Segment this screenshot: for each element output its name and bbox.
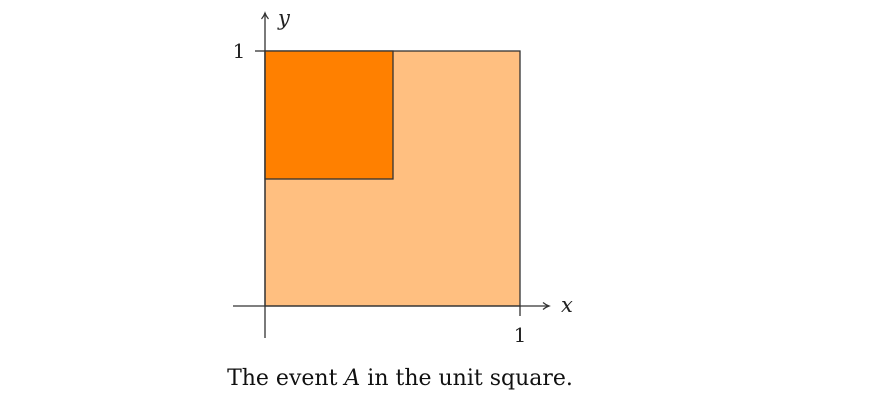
y-tick-label: 1 bbox=[233, 39, 246, 63]
caption-event-symbol: A bbox=[344, 366, 361, 391]
x-axis-label: x bbox=[561, 293, 573, 317]
caption-text-before: The event bbox=[227, 366, 345, 391]
event-a-region bbox=[264, 50, 394, 180]
figure-caption: The event A in the unit square. bbox=[0, 366, 800, 391]
unit-square-diagram: 1 1 y x bbox=[233, 6, 573, 347]
caption-text-after: in the unit square. bbox=[360, 366, 573, 391]
y-axis-label: y bbox=[277, 6, 291, 30]
x-tick-label: 1 bbox=[514, 323, 527, 347]
